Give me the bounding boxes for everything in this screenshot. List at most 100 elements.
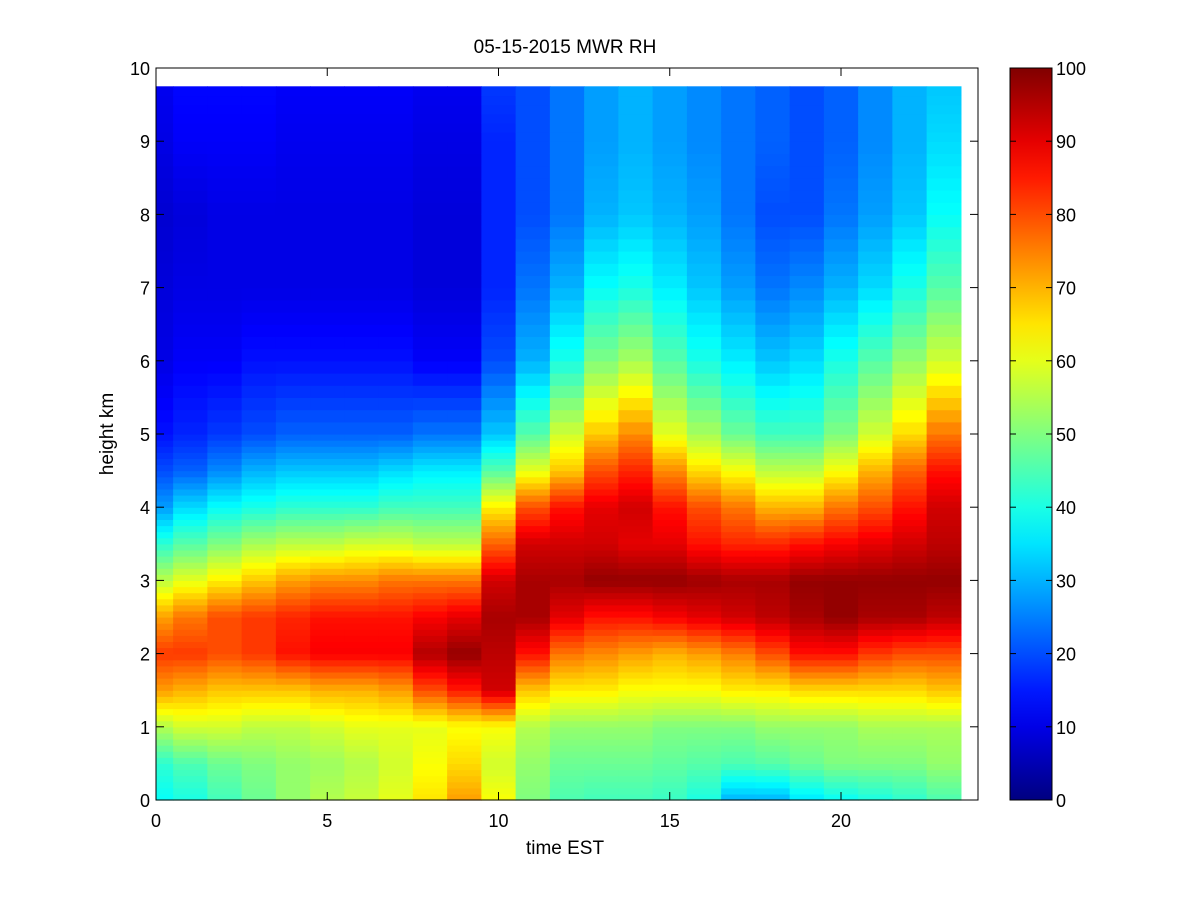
colorbar-tick-label: 60	[1056, 352, 1076, 372]
heat-cell	[858, 132, 893, 142]
heat-cell	[207, 617, 243, 624]
heat-cell	[378, 726, 414, 734]
heat-cell	[755, 113, 791, 124]
heat-cell	[310, 653, 345, 661]
heat-cell	[156, 525, 174, 533]
heat-cell	[412, 769, 448, 777]
heat-cell	[892, 312, 928, 325]
heat-cell	[618, 226, 654, 240]
heat-cell	[447, 708, 482, 716]
heat-cell	[481, 251, 517, 264]
heat-cell	[173, 501, 208, 508]
heat-cell	[721, 543, 756, 551]
heat-cell	[686, 464, 722, 472]
heat-cell	[156, 598, 174, 606]
heat-cell	[892, 458, 928, 466]
heat-cell	[515, 501, 551, 508]
heat-cell	[207, 556, 243, 563]
heat-cell	[721, 86, 756, 97]
heat-cell	[789, 409, 825, 423]
heat-cell	[584, 275, 619, 289]
heat-cell	[549, 793, 585, 801]
heat-cell	[892, 598, 928, 606]
heat-cell	[721, 348, 756, 362]
heat-cell	[515, 132, 551, 142]
heat-cell	[275, 665, 311, 673]
heat-cell	[515, 190, 551, 203]
heat-cell	[241, 440, 277, 447]
heat-cell	[789, 726, 825, 734]
heat-cell	[344, 299, 380, 313]
heat-cell	[173, 665, 208, 673]
heat-cell	[618, 165, 654, 179]
heat-cell	[618, 635, 654, 642]
heat-cell	[481, 348, 517, 362]
heat-cell	[584, 720, 619, 728]
heat-cell	[207, 464, 243, 472]
heat-cell	[892, 397, 928, 411]
heat-cell	[584, 684, 619, 691]
heat-cell	[721, 684, 756, 691]
heat-cell	[156, 671, 174, 679]
heat-cell	[275, 214, 311, 228]
heat-cell	[412, 787, 448, 795]
heat-cell	[241, 122, 277, 133]
heat-cell	[549, 95, 585, 106]
heat-cell	[823, 580, 859, 588]
heat-cell	[892, 446, 928, 453]
heat-cell	[652, 275, 688, 289]
heat-cell	[207, 671, 243, 679]
heat-cell	[549, 751, 585, 758]
heat-cell	[926, 452, 962, 459]
heat-cell	[892, 678, 928, 685]
heat-cell	[207, 745, 243, 752]
chart-title: 05-15-2015 MWR RH	[474, 37, 657, 58]
heat-cell	[241, 665, 277, 673]
heat-cell	[755, 348, 791, 362]
heat-cell	[823, 763, 859, 771]
heat-cell	[652, 385, 688, 398]
heat-cell	[823, 684, 859, 691]
heat-cell	[618, 132, 654, 142]
heat-cell	[721, 263, 756, 276]
heat-cell	[310, 617, 345, 624]
heat-cell	[344, 251, 380, 264]
heat-cell	[618, 299, 654, 313]
heat-cell	[310, 434, 345, 441]
heat-cell	[789, 95, 825, 106]
heat-cell	[926, 397, 962, 411]
heat-cell	[789, 397, 825, 411]
heat-cell	[892, 714, 928, 722]
heat-cell	[823, 696, 859, 703]
heat-cell	[652, 720, 688, 728]
heat-cell	[755, 775, 791, 783]
heat-cell	[344, 165, 380, 179]
heat-cell	[755, 586, 791, 594]
heat-cell	[515, 629, 551, 636]
heat-cell	[584, 751, 619, 758]
heat-cell	[618, 141, 654, 154]
heat-cell	[858, 556, 893, 563]
heat-cell	[755, 629, 791, 636]
heat-cell	[858, 488, 893, 496]
heat-cell	[481, 787, 517, 795]
heat-cell	[156, 610, 174, 618]
heat-cell	[207, 458, 243, 466]
heat-cell	[789, 360, 825, 374]
heat-cell	[310, 702, 345, 710]
heat-cell	[344, 726, 380, 734]
heat-cell	[858, 623, 893, 630]
heat-cell	[584, 574, 619, 581]
heat-cell	[926, 537, 962, 545]
heat-cell	[721, 141, 756, 154]
heat-cell	[549, 421, 585, 435]
heat-cell	[173, 598, 208, 606]
heat-cell	[549, 513, 585, 520]
heat-cell	[926, 287, 962, 301]
heat-cell	[447, 513, 482, 520]
heat-cell	[481, 610, 517, 618]
heat-cell	[858, 165, 893, 179]
heat-cell	[584, 671, 619, 679]
heat-cell	[515, 251, 551, 264]
